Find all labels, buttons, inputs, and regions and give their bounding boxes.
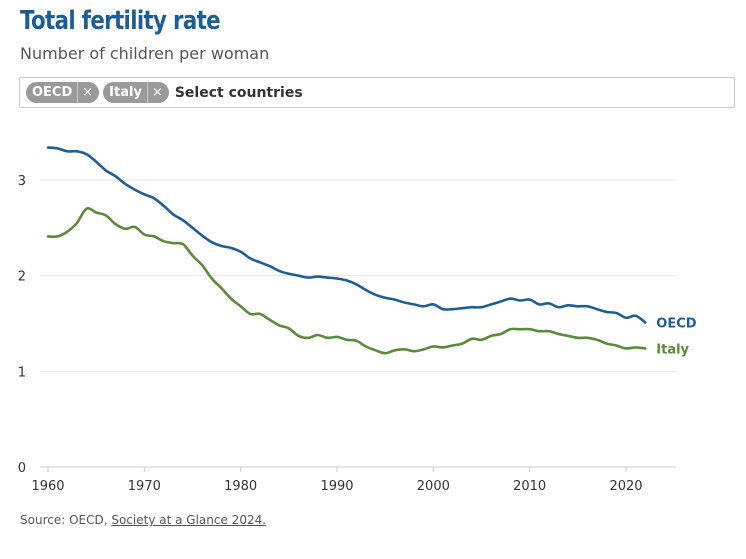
source-note: Source: OECD, Society at a Glance 2024. [20, 513, 266, 527]
chip-label: OECD [32, 85, 73, 100]
series-label-italy: Italy [656, 342, 689, 357]
x-tick-label: 1970 [128, 479, 161, 494]
x-tick-label: 1990 [320, 479, 353, 494]
x-tick-label: 2010 [513, 479, 546, 494]
x-tick-label: 2020 [609, 479, 642, 494]
y-tick-label: 3 [18, 174, 26, 189]
chart-title: Total fertility rate [20, 6, 221, 36]
country-selector[interactable]: OECD × Italy × Select countries [19, 77, 735, 108]
country-search-input[interactable]: Select countries [174, 84, 303, 101]
series-label-oecd: OECD [656, 317, 696, 332]
chip-oecd[interactable]: OECD × [26, 82, 100, 103]
line-chart: 0 1 2 3 1960 1970 1980 1990 2000 2010 2020 OECD Ital… [18, 146, 697, 494]
y-tick-label: 0 [18, 461, 26, 476]
close-icon[interactable]: × [77, 82, 99, 103]
source-link[interactable]: Society at a Glance 2024. [111, 513, 267, 527]
x-tick-label: 1980 [224, 479, 257, 494]
series-line-italy [46, 207, 647, 355]
close-icon[interactable]: × [146, 82, 169, 103]
chart-subtitle: Number of children per woman [20, 44, 270, 63]
chip-label: Italy [109, 85, 142, 100]
y-tick-label: 2 [18, 270, 26, 285]
series-line-oecd [46, 146, 647, 324]
source-prefix: Source: OECD, [20, 513, 112, 527]
x-tick-label: 1960 [31, 479, 64, 494]
chip-italy[interactable]: Italy × [103, 82, 169, 103]
x-tick-label: 2000 [417, 479, 450, 494]
y-tick-label: 1 [18, 365, 26, 380]
